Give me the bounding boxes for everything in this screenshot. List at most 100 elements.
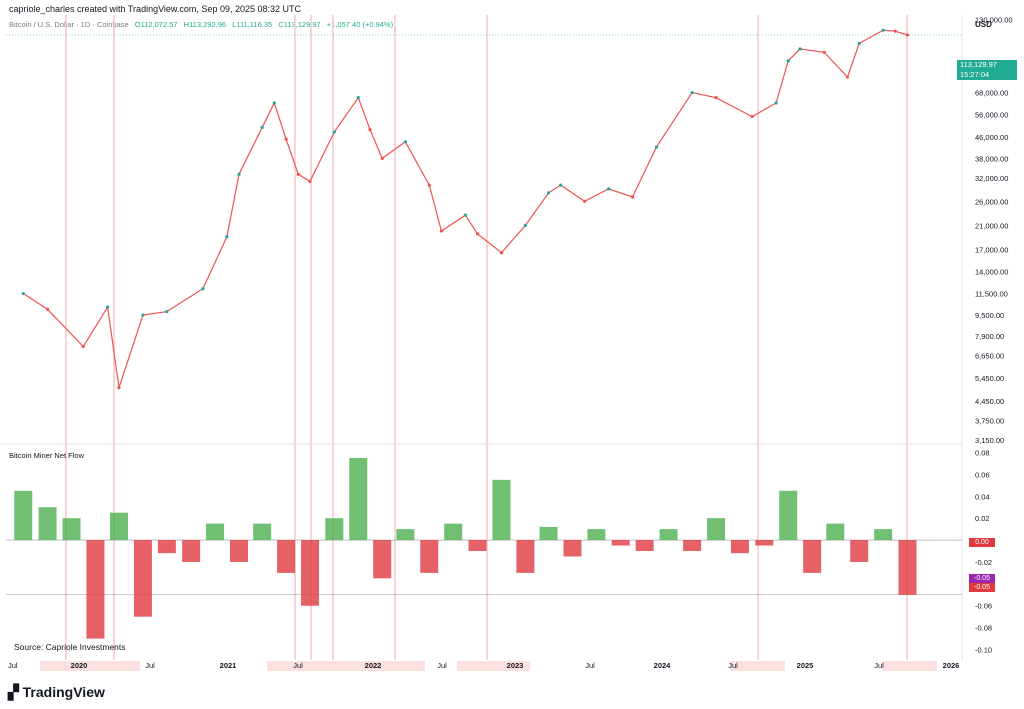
price-point[interactable] (439, 229, 444, 233)
price-point[interactable] (546, 191, 551, 195)
price-point[interactable] (332, 130, 336, 134)
net-flow-bar[interactable] (253, 523, 272, 541)
net-flow-bar[interactable] (396, 529, 415, 541)
price-point[interactable] (237, 172, 241, 176)
net-flow-bar[interactable] (133, 540, 152, 617)
net-flow-bar[interactable] (492, 479, 511, 541)
net-flow-bar[interactable] (898, 540, 917, 595)
net-flow-bar[interactable] (779, 490, 798, 541)
price-series-line[interactable] (22, 29, 908, 388)
net-flow-bar[interactable] (611, 540, 630, 546)
net-flow-bar[interactable] (635, 540, 654, 551)
price-point[interactable] (21, 291, 25, 296)
price-point[interactable] (606, 187, 611, 191)
net-flow-bar[interactable] (349, 457, 368, 541)
price-point[interactable] (845, 75, 850, 79)
tradingview-logo[interactable]: ▞ TradingView (8, 684, 105, 701)
net-flow-bar[interactable] (301, 540, 320, 606)
price-point[interactable] (141, 313, 145, 317)
price-point[interactable] (81, 344, 85, 349)
price-tick-label: 46,000.00 (975, 133, 1008, 142)
price-point[interactable] (714, 96, 718, 100)
net-flow-bar[interactable] (230, 540, 249, 562)
price-point[interactable] (654, 145, 659, 149)
net-flow-bar[interactable] (109, 512, 128, 541)
net-flow-bar[interactable] (444, 523, 463, 541)
price-point[interactable] (427, 183, 431, 187)
net-flow-bar[interactable] (755, 540, 774, 546)
price-tick-label: 7,900.00 (975, 332, 1004, 341)
price-point[interactable] (893, 29, 897, 33)
price-point[interactable] (774, 101, 778, 105)
net-flow-bar[interactable] (659, 529, 678, 541)
net-flow-bar[interactable] (516, 540, 535, 573)
net-flow-bar[interactable] (683, 540, 702, 551)
price-point[interactable] (106, 305, 110, 309)
price-point[interactable] (284, 137, 288, 141)
net-flow-bar[interactable] (468, 540, 487, 551)
price-point[interactable] (822, 50, 826, 54)
price-point[interactable] (272, 101, 276, 105)
price-point[interactable] (45, 307, 50, 311)
net-flow-bar[interactable] (850, 540, 869, 562)
net-flow-bar[interactable] (62, 518, 81, 541)
price-point[interactable] (260, 125, 264, 129)
price-point[interactable] (583, 199, 587, 203)
price-point[interactable] (559, 183, 563, 187)
net-flow-bar[interactable] (14, 490, 33, 541)
symbol-name[interactable]: Bitcoin / U.S. Dollar · 1D · Coinbase (9, 20, 129, 29)
price-point[interactable] (881, 28, 885, 32)
price-point[interactable] (380, 156, 384, 160)
price-point[interactable] (798, 47, 802, 51)
price-point[interactable] (403, 140, 407, 144)
price-tick-label: 4,450.00 (975, 397, 1004, 406)
indicator-tick-label: 0.04 (975, 492, 990, 501)
price-point[interactable] (475, 232, 480, 236)
price-point[interactable] (368, 128, 372, 132)
net-flow-bar[interactable] (563, 540, 582, 557)
price-point[interactable] (117, 386, 121, 390)
price-point[interactable] (463, 213, 467, 217)
open-value: O112,072.57 (134, 20, 178, 29)
net-flow-bar[interactable] (157, 540, 176, 554)
price-point[interactable] (750, 114, 754, 119)
net-flow-bar[interactable] (539, 526, 558, 541)
indicator-title[interactable]: Bitcoin Miner Net Flow (9, 451, 85, 460)
price-point[interactable] (296, 172, 300, 176)
price-point[interactable] (630, 195, 635, 199)
price-point[interactable] (857, 41, 861, 46)
currency-label[interactable]: USD (975, 20, 992, 29)
net-flow-bar[interactable] (826, 523, 845, 541)
net-flow-bar[interactable] (38, 507, 57, 541)
net-flow-bar[interactable] (420, 540, 439, 573)
price-point[interactable] (201, 287, 205, 291)
price-point[interactable] (499, 251, 504, 255)
price-point[interactable] (786, 59, 790, 63)
net-flow-bar[interactable] (182, 540, 201, 562)
net-flow-bar[interactable] (730, 540, 749, 554)
net-flow-bar[interactable] (803, 540, 822, 573)
source-label: Source: Capriole Investments (14, 642, 126, 652)
net-flow-bar[interactable] (206, 523, 225, 541)
time-tick-label: 2026 (943, 661, 960, 670)
indicator-tick-label: -0.08 (975, 624, 992, 633)
price-point[interactable] (308, 179, 312, 183)
net-flow-bar[interactable] (707, 518, 726, 541)
net-flow-bar[interactable] (277, 540, 296, 573)
net-flow-bar[interactable] (587, 529, 606, 541)
price-tick-label: 56,000.00 (975, 111, 1008, 120)
net-flow-bar[interactable] (86, 540, 105, 639)
price-point[interactable] (905, 33, 910, 37)
price-point[interactable] (356, 96, 360, 100)
net-flow-bar[interactable] (874, 529, 893, 541)
net-flow-bar[interactable] (373, 540, 392, 579)
indicator-tick-label: 0.08 (975, 448, 990, 457)
price-point[interactable] (225, 235, 229, 239)
time-tick-label: 2023 (507, 661, 524, 670)
net-flow-bar[interactable] (325, 518, 344, 541)
price-point[interactable] (165, 310, 169, 314)
price-point[interactable] (690, 90, 694, 95)
price-point[interactable] (523, 223, 527, 228)
time-tick-label: Jul (293, 661, 303, 670)
